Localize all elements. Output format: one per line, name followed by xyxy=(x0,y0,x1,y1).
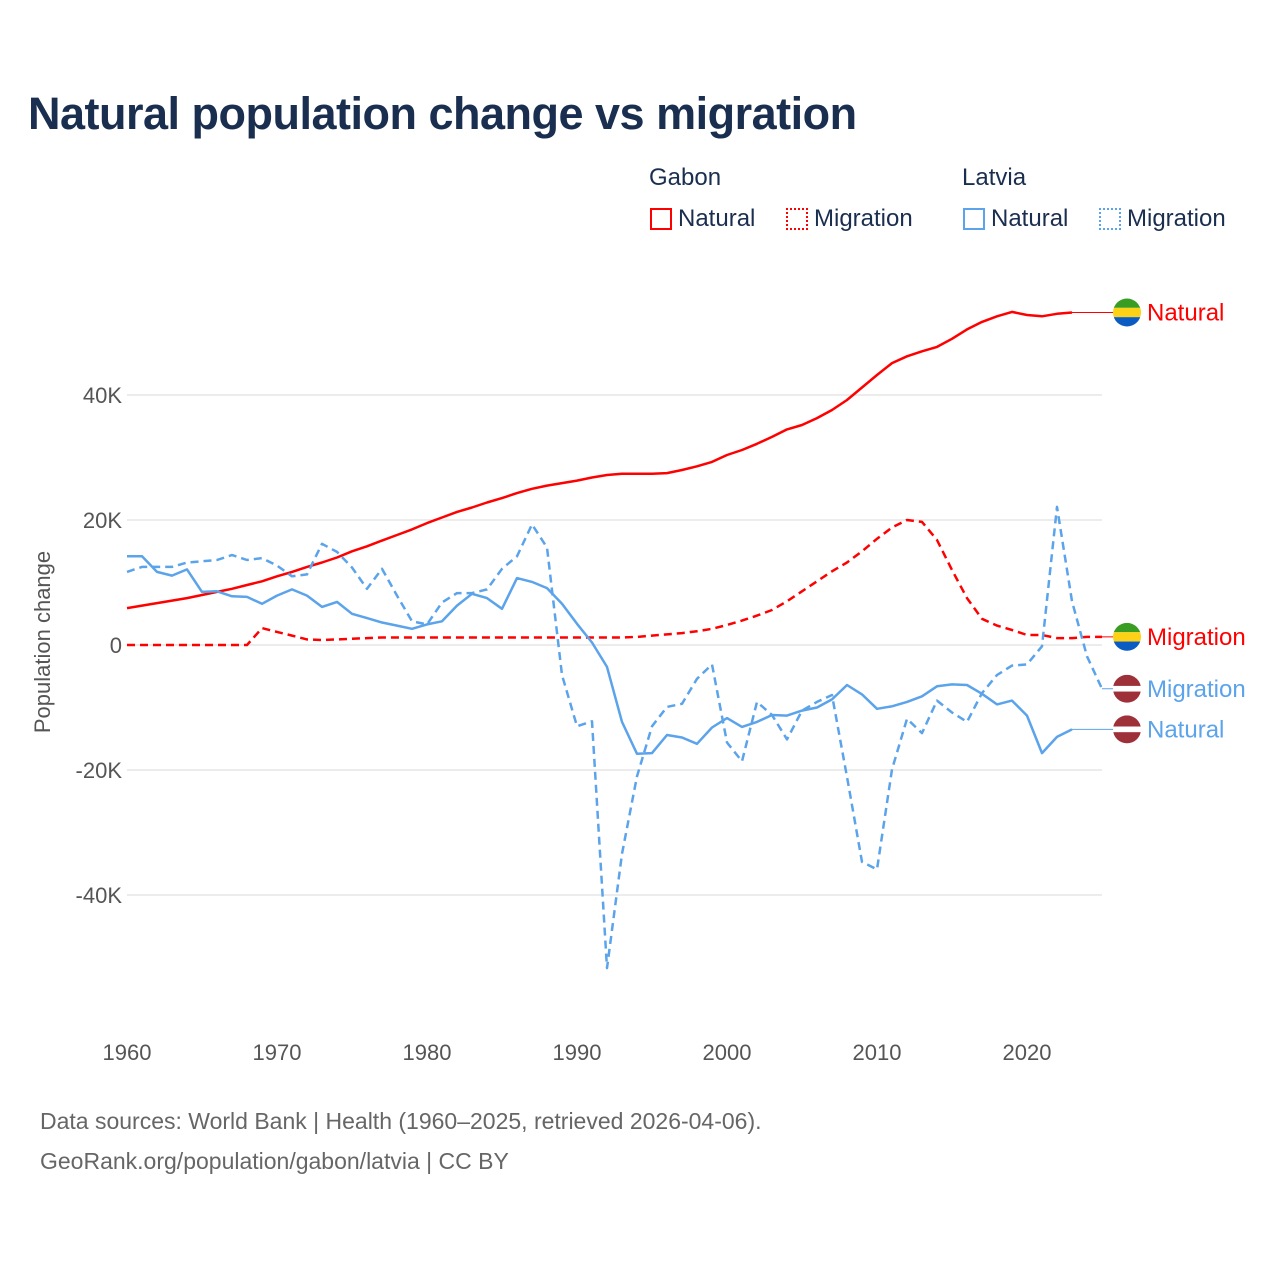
legend-swatch-solid-icon xyxy=(650,208,672,230)
x-tick-label: 2000 xyxy=(703,1040,752,1065)
end-label-latvia-natural: Natural xyxy=(1147,716,1224,743)
flag-band xyxy=(1113,307,1141,318)
y-tick-label: 40K xyxy=(83,383,122,408)
flag-band xyxy=(1113,622,1141,633)
x-tick-label: 1980 xyxy=(403,1040,452,1065)
chart-title: Natural population change vs migration xyxy=(28,88,857,139)
legend-latvia-natural[interactable]: Natural xyxy=(963,205,1068,233)
flag-band xyxy=(1113,685,1141,692)
flag-band xyxy=(1113,674,1141,686)
y-tick-label: -40K xyxy=(76,883,123,908)
legend-gabon-natural[interactable]: Natural xyxy=(650,205,755,233)
y-tick-label: 20K xyxy=(83,508,122,533)
latvia-flag-icon xyxy=(1113,674,1141,703)
x-tick-label: 2010 xyxy=(853,1040,902,1065)
flag-band xyxy=(1113,641,1141,651)
legend-swatch-solid-icon xyxy=(963,208,985,230)
legend-swatch-dotted-icon xyxy=(1099,208,1121,230)
legend-latvia-migration[interactable]: Migration xyxy=(1099,205,1226,233)
legend-swatch-dotted-icon xyxy=(786,208,808,230)
flag-band xyxy=(1113,691,1141,703)
x-tick-label: 1970 xyxy=(253,1040,302,1065)
footer-sources: Data sources: World Bank | Health (1960–… xyxy=(40,1108,762,1134)
end-label-gabon-migration: Migration xyxy=(1147,624,1246,651)
x-tick-label: 1990 xyxy=(553,1040,602,1065)
latvia-flag-icon xyxy=(1113,715,1141,744)
flag-band xyxy=(1113,632,1141,642)
flag-band xyxy=(1113,298,1141,308)
series-line-gabon-natural xyxy=(126,310,1073,610)
legend-label: Migration xyxy=(814,205,913,232)
y-tick-label: -20K xyxy=(76,758,123,783)
end-label-gabon-natural: Natural xyxy=(1147,300,1224,327)
x-tick-label: 1960 xyxy=(103,1040,152,1065)
legend-label: Natural xyxy=(678,205,756,232)
y-axis-label: Population change xyxy=(30,551,55,733)
legend-label: Natural xyxy=(991,205,1069,232)
y-tick-label: 0 xyxy=(110,633,122,658)
flag-band xyxy=(1113,715,1141,727)
legend-label: Migration xyxy=(1127,205,1226,232)
legend-group-latvia: Latvia xyxy=(962,164,1027,191)
x-tick-label: 2020 xyxy=(1003,1040,1052,1065)
legend-group-gabon: Gabon xyxy=(649,164,722,191)
series-line-gabon-migration xyxy=(127,518,1102,647)
flag-band xyxy=(1113,732,1141,744)
series-line-latvia-migration xyxy=(126,505,1104,970)
flag-band xyxy=(1113,726,1141,733)
flag-band xyxy=(1113,317,1141,327)
legend-gabon-migration[interactable]: Migration xyxy=(786,205,913,233)
gabon-flag-icon xyxy=(1113,298,1141,327)
series-line-latvia-natural xyxy=(127,555,1073,756)
end-label-latvia-migration: Migration xyxy=(1147,676,1246,703)
gabon-flag-icon xyxy=(1113,622,1141,651)
footer-link[interactable]: GeoRank.org/population/gabon/latvia | CC… xyxy=(40,1148,509,1174)
